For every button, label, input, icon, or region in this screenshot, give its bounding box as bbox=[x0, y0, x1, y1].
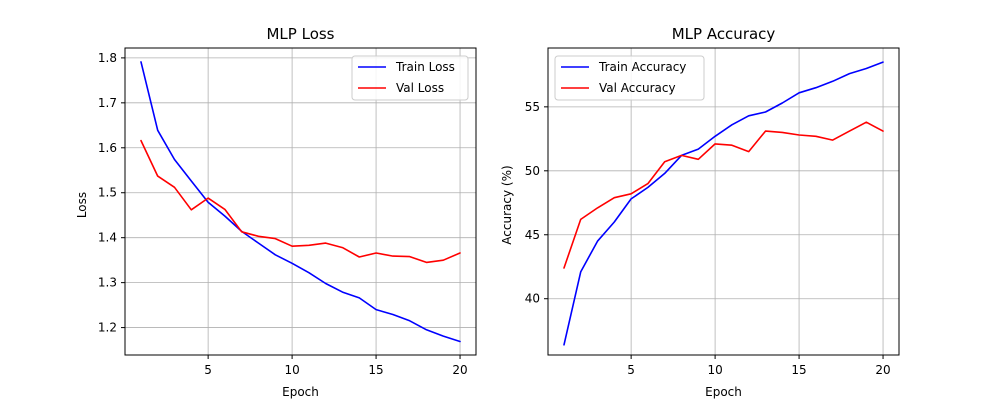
x-tick-label: 10 bbox=[284, 363, 299, 377]
legend-entry: Val Loss bbox=[396, 81, 444, 95]
legend-entry: Train Loss bbox=[395, 60, 455, 74]
legend-box bbox=[554, 55, 705, 101]
y-tick-label: 50 bbox=[525, 164, 540, 178]
y-axis-label: Accuracy (%) bbox=[500, 165, 514, 244]
legend-entry: Train Accuracy bbox=[598, 60, 686, 74]
chart-accuracy: MLP Accuracy Epoch Accuracy (%) 5 10 15 20 4… bbox=[500, 25, 900, 399]
y-tick-label: 40 bbox=[525, 292, 540, 306]
y-tick-label: 1.5 bbox=[98, 186, 117, 200]
series-line-train bbox=[563, 61, 884, 346]
chart-title: MLP Accuracy bbox=[672, 25, 776, 43]
axes-frame bbox=[124, 47, 477, 356]
legend: Train Loss Val Loss bbox=[351, 55, 469, 101]
legend-entry: Val Accuracy bbox=[599, 81, 676, 95]
x-tick-label: 10 bbox=[707, 363, 722, 377]
chart-loss: MLP Loss Epoch Loss 5 10 15 20 1.2 1.3 1.4 1.5 1… bbox=[75, 25, 477, 399]
y-tick-label: 1.7 bbox=[98, 96, 117, 110]
chart-title: MLP Loss bbox=[266, 25, 334, 43]
y-tick-label: 1.2 bbox=[98, 321, 117, 335]
y-tick-label: 45 bbox=[525, 228, 540, 242]
y-tick-label: 1.8 bbox=[98, 51, 117, 65]
y-tick-label: 1.6 bbox=[98, 141, 117, 155]
x-tick-label: 15 bbox=[791, 363, 806, 377]
series-line-val bbox=[140, 139, 461, 264]
x-tick-label: 5 bbox=[204, 363, 212, 377]
y-axis-label: Loss bbox=[75, 192, 89, 218]
x-tick-label: 20 bbox=[452, 363, 467, 377]
axes-frame bbox=[547, 47, 900, 356]
x-tick-label: 15 bbox=[368, 363, 383, 377]
series-line-val bbox=[563, 121, 884, 269]
y-tick-label: 1.3 bbox=[98, 276, 117, 290]
y-tick-label: 1.4 bbox=[98, 231, 117, 245]
x-axis-label: Epoch bbox=[282, 385, 319, 399]
legend: Train Accuracy Val Accuracy bbox=[554, 55, 705, 101]
series-line-train bbox=[140, 61, 461, 343]
x-tick-label: 20 bbox=[875, 363, 890, 377]
x-axis-label: Epoch bbox=[705, 385, 742, 399]
x-tick-label: 5 bbox=[627, 363, 635, 377]
y-tick-label: 55 bbox=[525, 100, 540, 114]
